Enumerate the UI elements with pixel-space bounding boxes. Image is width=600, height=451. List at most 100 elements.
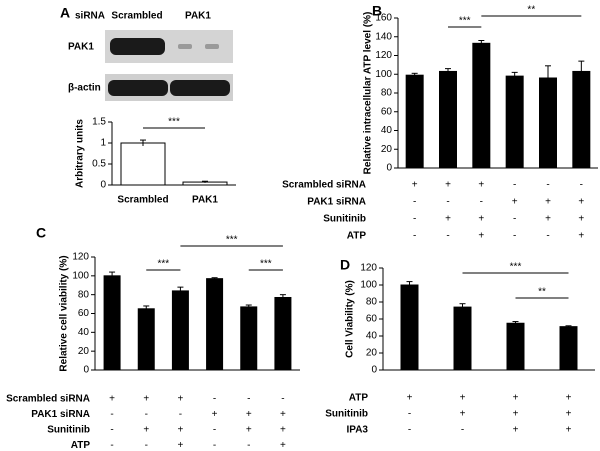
bar	[472, 42, 491, 169]
treatment-sign: -	[213, 394, 216, 405]
treatment-sign: +	[212, 409, 218, 420]
treatment-sign: +	[177, 425, 183, 436]
treatment-sign: +	[513, 409, 519, 420]
y-axis-label: Cell Viability (%)	[345, 280, 356, 358]
treatment-sign: +	[513, 393, 519, 404]
y-tick-label: 0.5	[92, 159, 106, 170]
treatment-sign: +	[246, 425, 252, 436]
treatment-sign: +	[478, 180, 484, 191]
y-tick-label: 120	[360, 263, 377, 274]
error-bar	[202, 180, 208, 183]
treatment-sign: +	[280, 425, 286, 436]
treatment-sign: +	[578, 231, 584, 242]
treatment-label: Scrambled siRNA	[282, 180, 366, 191]
error-bar	[143, 305, 150, 312]
y-tick-label: 0	[83, 365, 89, 376]
blot-band	[205, 44, 219, 49]
treatment-sign: -	[546, 231, 549, 242]
treatment-sign: +	[407, 393, 413, 404]
lane-label: PAK1	[185, 11, 211, 22]
y-tick-label: 20	[78, 346, 90, 357]
significance-label: ***	[260, 259, 272, 270]
error-bar	[279, 294, 286, 301]
treatment-sign: +	[566, 393, 572, 404]
error-bar	[406, 281, 413, 289]
bar	[400, 284, 419, 371]
bar	[274, 296, 292, 371]
significance-label: ***	[168, 117, 180, 128]
error-bar	[545, 65, 551, 91]
y-tick-label: 60	[78, 308, 90, 319]
y-tick-label: 100	[375, 69, 392, 80]
treatment-label: PAK1 siRNA	[307, 197, 366, 208]
bar	[103, 275, 121, 371]
treatment-sign: +	[478, 214, 484, 225]
blot-band	[110, 38, 165, 55]
y-tick-label: 1	[100, 138, 106, 149]
bar	[405, 74, 424, 169]
bar	[439, 70, 457, 169]
y-tick-label: 80	[381, 88, 393, 99]
treatment-sign: +	[445, 180, 451, 191]
bar	[137, 308, 155, 371]
y-tick-label: 40	[78, 327, 90, 338]
panel-letter: C	[36, 225, 46, 241]
bar	[505, 75, 524, 169]
significance-label: **	[538, 287, 546, 298]
treatment-sign: +	[280, 440, 286, 451]
x-tick-label: Scrambled	[117, 195, 168, 206]
bar	[506, 322, 525, 371]
y-tick-label: 40	[381, 125, 393, 136]
bar	[453, 306, 472, 371]
treatment-sign: -	[110, 409, 113, 420]
y-tick-label: 20	[381, 144, 393, 155]
treatment-sign: -	[145, 409, 148, 420]
western-blot	[105, 30, 233, 101]
y-tick-label: 0	[386, 163, 392, 174]
significance-label: **	[527, 5, 535, 16]
treatment-sign: -	[446, 197, 449, 208]
error-bar	[177, 286, 184, 295]
y-tick-label: 80	[78, 289, 90, 300]
treatment-sign: -	[461, 425, 464, 436]
treatment-sign: -	[145, 440, 148, 451]
treatment-sign: +	[460, 393, 466, 404]
treatment-sign: -	[546, 180, 549, 191]
error-bar	[140, 139, 146, 146]
treatment-sign: +	[578, 214, 584, 225]
treatment-sign: +	[143, 425, 149, 436]
treatment-sign: -	[213, 440, 216, 451]
treatment-sign: -	[513, 180, 516, 191]
treatment-sign: +	[445, 214, 451, 225]
treatment-sign: +	[545, 197, 551, 208]
significance-label: ***	[510, 262, 522, 273]
error-bar	[478, 40, 485, 47]
treatment-sign: -	[213, 425, 216, 436]
treatment-sign: -	[413, 231, 416, 242]
y-tick-label: 100	[72, 270, 89, 281]
treatment-sign: -	[480, 197, 483, 208]
treatment-sign: +	[545, 214, 551, 225]
error-bar	[511, 71, 518, 80]
treatment-sign: +	[177, 394, 183, 405]
treatment-sign: +	[513, 425, 519, 436]
blot-band	[170, 80, 230, 96]
error-bar	[211, 277, 218, 280]
y-axis-label: Relative intracellular ATP level (%)	[363, 12, 374, 175]
treatment-sign: -	[580, 180, 583, 191]
treatment-sign: +	[478, 231, 484, 242]
y-tick-label: 160	[375, 13, 392, 24]
blot-header: siRNA	[75, 11, 105, 22]
error-bar	[565, 325, 572, 328]
treatment-sign: +	[566, 425, 572, 436]
treatment-sign: +	[460, 409, 466, 420]
error-bar	[245, 304, 252, 309]
bar	[559, 326, 578, 371]
treatment-sign: +	[143, 394, 149, 405]
panel-letter: A	[60, 5, 70, 21]
y-tick-label: 0	[371, 365, 377, 376]
treatment-sign: +	[109, 394, 115, 405]
treatment-label: ATP	[349, 393, 369, 404]
treatment-sign: +	[412, 180, 418, 191]
